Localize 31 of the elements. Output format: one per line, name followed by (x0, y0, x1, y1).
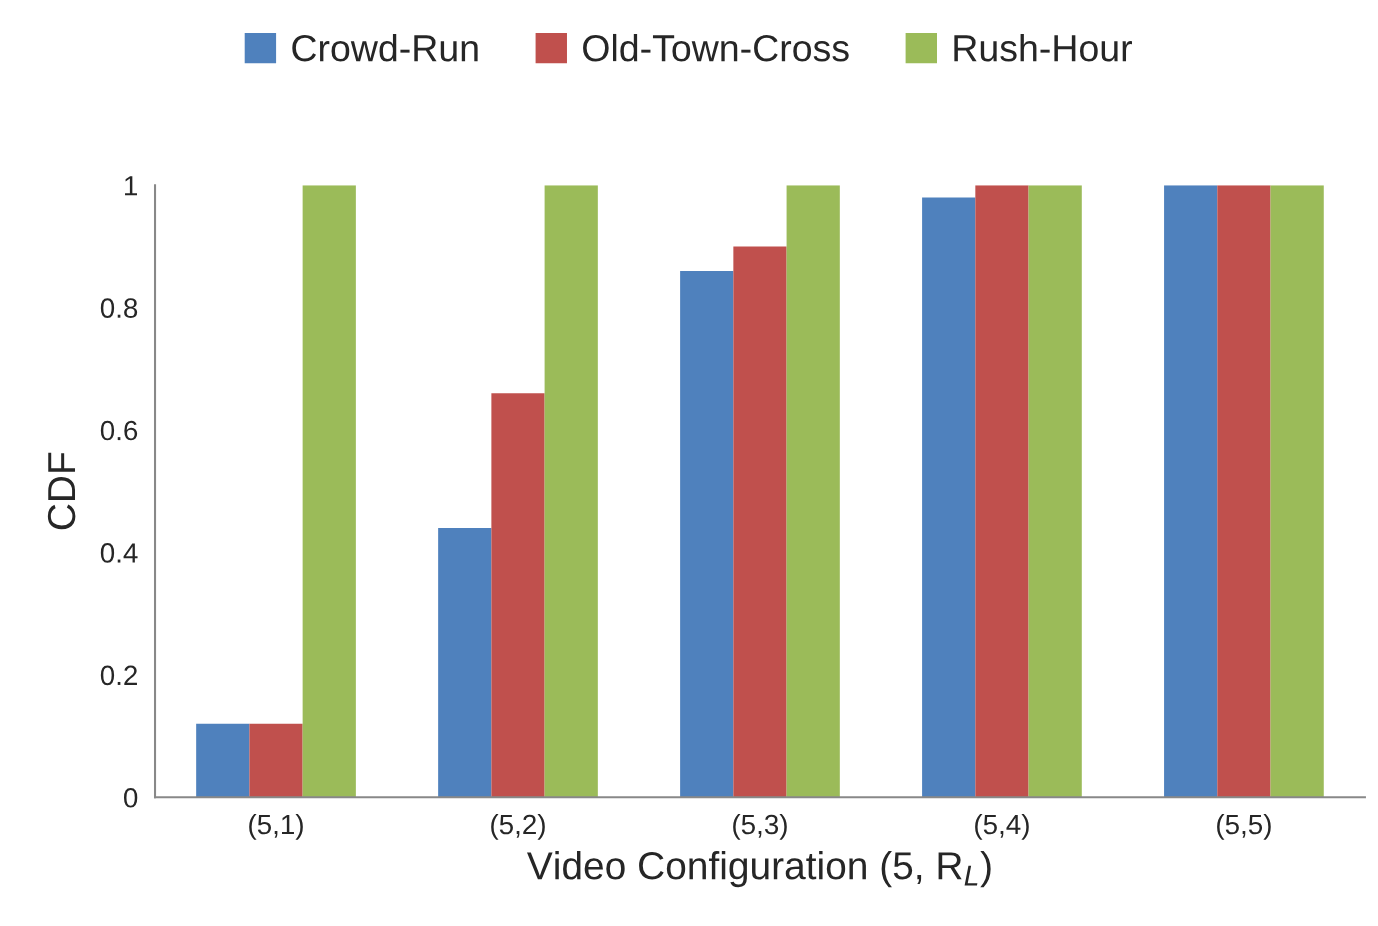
legend-label: Crowd-Run (292, 33, 478, 62)
bar (196, 723, 250, 798)
y-tick-label: 0 (124, 787, 138, 808)
bar (680, 270, 734, 798)
legend-label: Old-Town-Cross (583, 33, 849, 62)
bar (1217, 185, 1271, 798)
bar (249, 723, 303, 798)
x-tick-label: (5,1) (249, 813, 303, 840)
y-tick-label: 1 (125, 176, 137, 196)
bar (1028, 185, 1082, 798)
y-tick-label: 0.2 (100, 665, 137, 686)
x-tick-label: (5,4) (975, 813, 1029, 840)
x-axis-title: Video Configuration (5, R$_{L}$) (527, 850, 991, 888)
y-axis-title: CDF (47, 452, 76, 530)
bar (491, 393, 545, 798)
y-tick-label: 0.8 (100, 298, 138, 318)
x-tick-label: (5,3) (733, 813, 787, 840)
x-tick-label: (5,5) (1217, 813, 1271, 840)
bar (438, 527, 492, 798)
bar (975, 185, 1029, 798)
bar (1270, 185, 1324, 798)
bar (786, 185, 840, 798)
bar (302, 185, 356, 798)
bar (922, 197, 976, 798)
bar (1164, 185, 1218, 798)
x-tick-label: (5,2) (491, 813, 545, 840)
legend-label: Rush-Hour (954, 33, 1132, 62)
bar (733, 246, 787, 798)
y-tick-label: 0.6 (100, 420, 138, 441)
bar (544, 185, 598, 798)
y-tick-label: 0.4 (100, 543, 138, 563)
